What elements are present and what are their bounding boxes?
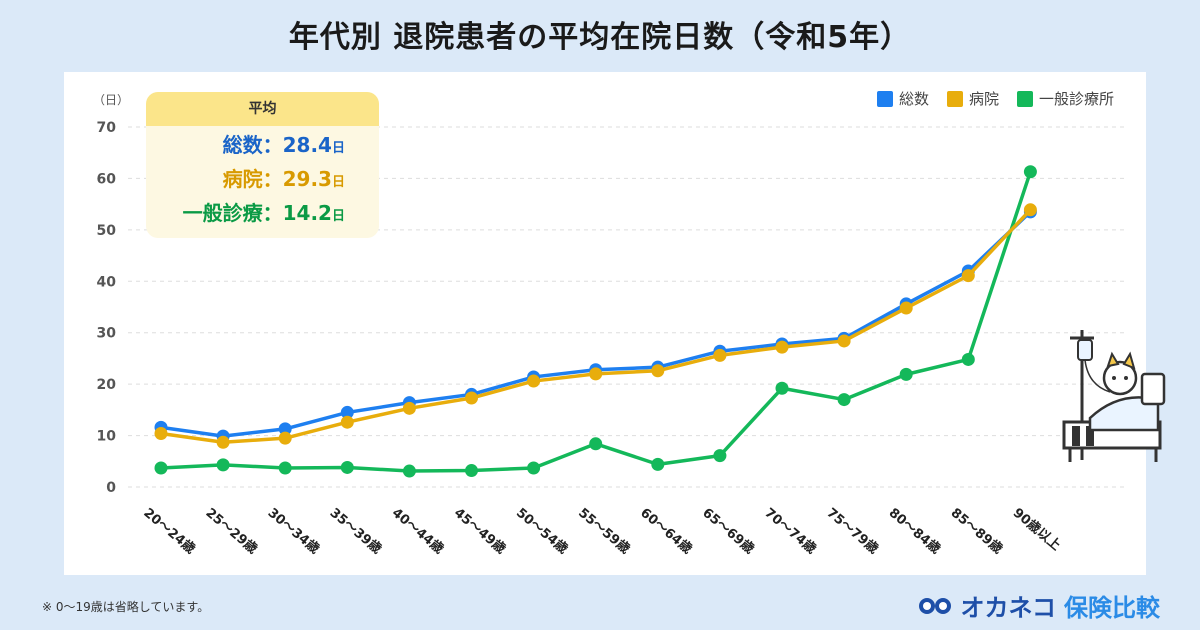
y-tick-label: 60 (97, 171, 117, 187)
data-point-hospital (402, 401, 416, 415)
x-tick-label: 50〜54歳 (513, 505, 571, 557)
legend-item-hospital: 病院 (946, 88, 999, 109)
patient-cat-illustration (1062, 330, 1166, 462)
legend-item-total: 総数 (876, 88, 929, 109)
legend-swatch-total (876, 90, 893, 107)
legend: 総数 病院 一般診療所 (876, 88, 1114, 109)
series-line-total (160, 210, 1032, 438)
x-tick-label: 45〜49歳 (451, 505, 509, 557)
data-point-general (837, 393, 851, 407)
x-tick-label: 85〜89歳 (948, 505, 1006, 557)
x-tick-label: 30〜34歳 (265, 505, 323, 557)
y-tick-label: 50 (97, 223, 117, 239)
x-tick-label: 35〜39歳 (327, 505, 385, 557)
x-tick-label: 70〜74歳 (761, 505, 819, 557)
data-point-general (340, 460, 354, 474)
x-tick-label: 65〜69歳 (699, 505, 757, 557)
data-point-hospital (713, 348, 727, 362)
x-tick-label: 25〜29歳 (203, 505, 261, 557)
data-point-total (340, 405, 354, 419)
data-point-hospital (1023, 203, 1037, 217)
y-axis-unit: （日） (93, 93, 129, 107)
data-point-hospital (589, 367, 603, 381)
data-point-general (713, 449, 727, 463)
average-general-clinic: 一般診療：14.2日 (182, 201, 345, 225)
data-point-general (527, 461, 541, 475)
x-tick-label: 60〜64歳 (637, 505, 695, 557)
data-point-hospital (340, 415, 354, 429)
x-tick-label: 90歳以上 (1010, 505, 1064, 554)
y-tick-label: 20 (97, 377, 117, 393)
legend-swatch-hospital (946, 90, 963, 107)
average-box: 平均 総数：28.4日 病院：29.3日 一般診療：14.2日 (146, 92, 379, 238)
brand-logo: オカネコ 保険比較 (918, 588, 1160, 623)
data-point-hospital (278, 431, 292, 445)
data-point-hospital (216, 435, 230, 449)
data-point-total (278, 422, 292, 436)
data-point-general (651, 457, 665, 471)
footnote: ※ 0〜19歳は省略しています。 (42, 600, 210, 614)
data-point-hospital (837, 334, 851, 348)
x-tick-label: 75〜79歳 (824, 505, 882, 557)
data-point-hospital (775, 340, 789, 354)
data-point-hospital (154, 427, 168, 441)
data-point-hospital (465, 391, 478, 405)
series-line-hospital (160, 208, 1032, 445)
data-point-general (465, 464, 478, 478)
x-tick-label: 55〜59歳 (575, 505, 633, 557)
data-point-general (589, 437, 603, 451)
data-point-general (961, 352, 975, 366)
data-point-hospital (651, 364, 665, 378)
logo-glasses-icon (919, 597, 952, 614)
x-tick-label: 80〜84歳 (886, 505, 944, 557)
x-tick-label: 40〜44歳 (389, 505, 447, 557)
y-tick-label: 30 (97, 326, 117, 342)
y-tick-label: 70 (97, 120, 117, 136)
legend-swatch-general (1016, 90, 1033, 107)
data-point-general (154, 461, 168, 475)
y-tick-label: 10 (97, 429, 117, 445)
data-point-hospital (961, 269, 975, 283)
logo-brand: オカネコ (960, 594, 1056, 622)
data-point-hospital (899, 301, 913, 315)
logo-sub: 保険比較 (1064, 594, 1160, 622)
data-point-general (216, 458, 230, 472)
data-point-general (775, 381, 789, 395)
legend-item-general: 一般診療所 (1016, 88, 1114, 109)
data-point-general (899, 367, 913, 381)
chart-title: 年代別 退院患者の平均在院日数（令和5年） (288, 20, 912, 55)
average-hospital: 病院：29.3日 (222, 167, 345, 191)
data-point-general (1023, 165, 1037, 179)
x-tick-label: 20〜24歳 (140, 505, 198, 557)
average-heading: 平均 (146, 92, 379, 126)
data-point-general (402, 464, 416, 478)
data-point-hospital (527, 374, 541, 388)
data-point-general (278, 461, 292, 475)
y-tick-label: 40 (97, 274, 117, 290)
y-tick-label: 0 (106, 480, 116, 496)
average-total: 総数：28.4日 (222, 133, 345, 157)
